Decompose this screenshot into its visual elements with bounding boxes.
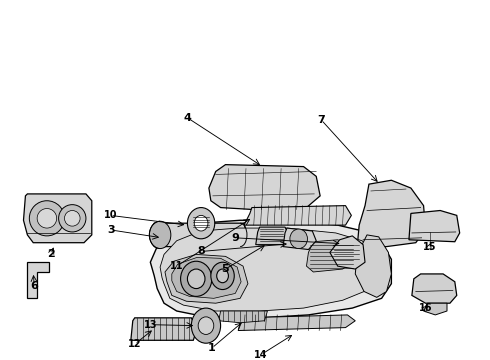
Text: 7: 7: [317, 115, 325, 125]
Ellipse shape: [59, 204, 86, 232]
Polygon shape: [209, 165, 320, 211]
Text: 15: 15: [423, 242, 436, 252]
Ellipse shape: [149, 221, 171, 248]
Text: 5: 5: [221, 264, 229, 274]
Polygon shape: [423, 303, 447, 315]
Polygon shape: [150, 220, 392, 318]
Polygon shape: [165, 255, 248, 303]
Polygon shape: [131, 318, 197, 340]
Ellipse shape: [211, 262, 234, 289]
Ellipse shape: [191, 308, 220, 343]
Ellipse shape: [188, 269, 205, 289]
Text: 12: 12: [128, 339, 142, 349]
Polygon shape: [409, 211, 460, 242]
Polygon shape: [330, 236, 365, 269]
Text: 8: 8: [197, 247, 205, 256]
Text: 4: 4: [183, 113, 192, 123]
Polygon shape: [412, 274, 457, 303]
Ellipse shape: [37, 208, 57, 228]
Text: 11: 11: [170, 261, 183, 271]
Text: 10: 10: [103, 210, 117, 220]
Ellipse shape: [65, 211, 80, 226]
Ellipse shape: [290, 229, 307, 248]
Polygon shape: [238, 315, 355, 330]
Polygon shape: [24, 194, 92, 243]
Polygon shape: [150, 223, 248, 247]
Ellipse shape: [198, 317, 214, 334]
Polygon shape: [256, 227, 289, 245]
Polygon shape: [160, 228, 377, 311]
Ellipse shape: [181, 261, 212, 296]
Ellipse shape: [188, 208, 215, 239]
Text: 3: 3: [107, 225, 115, 235]
Polygon shape: [172, 257, 241, 298]
Polygon shape: [27, 262, 49, 298]
Text: 9: 9: [231, 233, 239, 243]
Text: 1: 1: [208, 343, 216, 353]
Ellipse shape: [29, 201, 65, 236]
Polygon shape: [283, 228, 316, 249]
Polygon shape: [219, 311, 268, 323]
Text: 14: 14: [254, 350, 268, 360]
Polygon shape: [244, 206, 351, 225]
Text: 6: 6: [30, 281, 38, 291]
Polygon shape: [357, 180, 425, 247]
Text: 2: 2: [47, 249, 55, 260]
Polygon shape: [306, 240, 357, 272]
Polygon shape: [355, 235, 392, 297]
Ellipse shape: [194, 215, 208, 231]
Ellipse shape: [217, 269, 228, 283]
Text: 16: 16: [419, 303, 432, 313]
Text: 13: 13: [144, 320, 157, 330]
